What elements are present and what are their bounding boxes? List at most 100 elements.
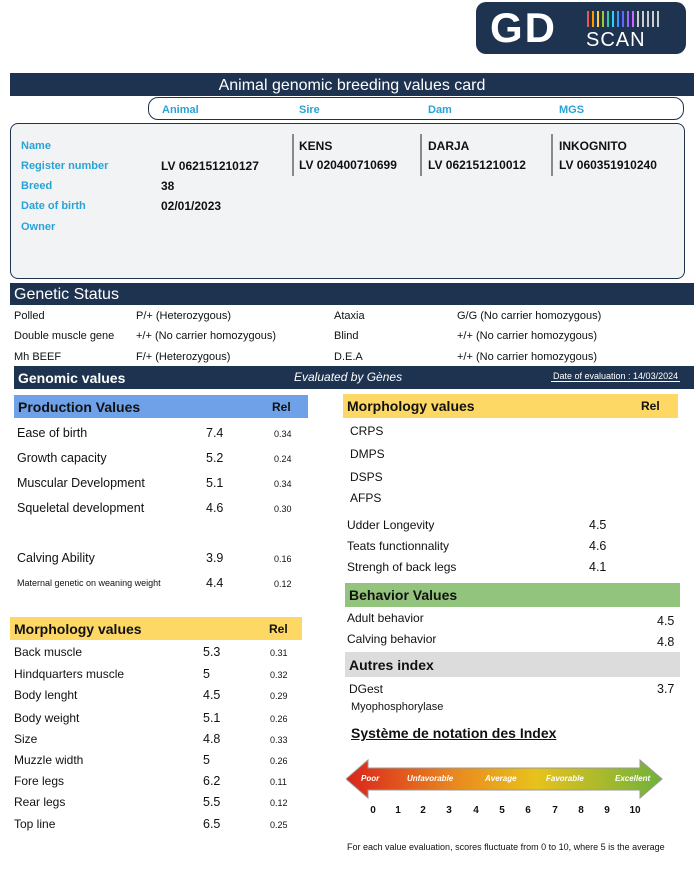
trait-name: Myophosphorylase xyxy=(351,701,444,713)
scale-number: 8 xyxy=(578,805,584,816)
genetic-title: Genetic Status xyxy=(14,286,119,303)
behavior-header: Behavior Values xyxy=(345,583,680,607)
parent-name: INKOGNITO xyxy=(559,139,627,153)
trait-name: Calving behavior xyxy=(347,632,437,646)
morphology-title: Morphology values xyxy=(347,398,475,414)
identity-label: Owner xyxy=(21,221,56,233)
scale-number: 0 xyxy=(370,805,376,816)
trait-value: 4.8 xyxy=(657,635,675,649)
genetic-trait: Mh BEEF xyxy=(14,351,62,363)
parent-name: KENS xyxy=(299,139,333,153)
trait-value: 4.5 xyxy=(657,614,675,628)
trait-rel: 0.32 xyxy=(270,670,288,680)
title: Animal genomic breeding values card xyxy=(218,77,486,94)
trait-name: Calving Ability xyxy=(17,551,95,565)
trait-code: DSPS xyxy=(350,470,383,484)
parent-register: LV 062151210012 xyxy=(428,158,526,172)
scale-level: Unfavorable xyxy=(407,774,454,783)
trait-rel: 0.30 xyxy=(274,504,292,514)
column-label: Animal xyxy=(162,104,199,116)
trait-name: Fore legs xyxy=(14,774,65,788)
genetic-result: +/+ (No carrier homozygous) xyxy=(136,330,276,342)
column-label: MGS xyxy=(559,104,585,116)
genetic-trait: Blind xyxy=(334,330,359,342)
trait-value: 5.5 xyxy=(203,795,221,809)
trait-rel: 0.12 xyxy=(274,579,292,589)
identity-box xyxy=(10,123,685,279)
trait-rel: 0.24 xyxy=(274,454,292,464)
logo-main: GD xyxy=(490,4,557,51)
genetic-trait: D.E.A xyxy=(334,351,363,363)
column-label: Sire xyxy=(299,104,320,116)
trait-rel: 0.26 xyxy=(270,714,288,724)
autres-header: Autres index xyxy=(345,652,680,677)
trait-value: 5.1 xyxy=(203,711,221,725)
trait-name: Adult behavior xyxy=(347,611,424,625)
trait-rel: 0.34 xyxy=(274,479,292,489)
production-header: Production Values Rel xyxy=(14,395,308,418)
trait-value: 4.1 xyxy=(589,560,607,574)
autres-title: Autres index xyxy=(349,657,434,673)
trait-value: 5 xyxy=(203,753,210,767)
production-title: Production Values xyxy=(18,399,141,415)
trait-value: 7.4 xyxy=(206,426,224,440)
column-header xyxy=(148,97,684,120)
trait-name: Maternal genetic on weaning weight xyxy=(17,578,161,588)
scale-note: For each value evaluation, scores fluctu… xyxy=(347,842,665,852)
morphology-left-header: Morphology values Rel xyxy=(10,617,302,640)
scale-number: 4 xyxy=(473,805,479,816)
trait-value: 5.1 xyxy=(206,476,224,490)
identity-label: Breed xyxy=(21,180,53,192)
trait-name: Hindquarters muscle xyxy=(14,667,125,681)
parent-register: LV 060351910240 xyxy=(559,158,657,172)
genetic-result: +/+ (No carrier homozygous) xyxy=(457,330,597,342)
identity-label: Date of birth xyxy=(21,200,86,212)
trait-name: Muscular Development xyxy=(17,476,145,490)
scale-number: 5 xyxy=(499,805,505,816)
genetic-trait: Ataxia xyxy=(334,310,365,322)
title-bar: Animal genomic breeding values card xyxy=(10,73,694,96)
trait-value: 6.5 xyxy=(203,817,221,831)
trait-value: 4.4 xyxy=(206,576,224,590)
trait-name: Ease of birth xyxy=(17,426,88,440)
trait-rel: 0.16 xyxy=(274,554,292,564)
genetic-result: P/+ (Heterozygous) xyxy=(136,310,232,322)
trait-code: CRPS xyxy=(350,424,384,438)
trait-rel: 0.25 xyxy=(270,820,288,830)
trait-name: Rear legs xyxy=(14,795,66,809)
breed-value: 38 xyxy=(161,179,175,193)
trait-name: Body weight xyxy=(14,711,80,725)
trait-name: DGest xyxy=(349,682,384,696)
logo-barcode xyxy=(587,11,659,27)
trait-value: 4.8 xyxy=(203,732,221,746)
trait-rel: 0.33 xyxy=(270,735,288,745)
trait-name: Growth capacity xyxy=(17,451,107,465)
scale-number: 9 xyxy=(604,805,610,816)
trait-rel: 0.34 xyxy=(274,429,292,439)
scale-number: 2 xyxy=(420,805,426,816)
trait-value: 6.2 xyxy=(203,774,221,788)
trait-value: 5.3 xyxy=(203,645,221,659)
trait-value: 5 xyxy=(203,667,210,681)
genetic-result: G/G (No carrier homozygous) xyxy=(457,310,602,322)
scale-level: Average xyxy=(485,774,517,783)
scale-number: 1 xyxy=(395,805,401,816)
scale-level: Excellent xyxy=(615,774,651,783)
genomic-bar: Genomic values Evaluated by Gènes Date o… xyxy=(14,366,694,389)
trait-value: 4.5 xyxy=(589,518,607,532)
trait-value: 4.6 xyxy=(206,501,224,515)
parent-register: LV 020400710699 xyxy=(299,158,397,172)
trait-name: Teats functionnality xyxy=(347,539,450,553)
trait-name: Udder Longevity xyxy=(347,518,435,532)
trait-value: 3.7 xyxy=(657,682,675,696)
identity-label: Register number xyxy=(21,160,109,172)
trait-rel: 0.12 xyxy=(270,798,288,808)
logo-sub: SCAN xyxy=(586,29,646,51)
trait-value: 4.5 xyxy=(203,688,221,702)
trait-rel: 0.31 xyxy=(270,648,288,658)
genetic-bar: Genetic Status xyxy=(10,283,694,305)
scale-level: Favorable xyxy=(546,774,584,783)
column-label: Dam xyxy=(428,104,452,116)
scale-level: Poor xyxy=(361,774,380,783)
